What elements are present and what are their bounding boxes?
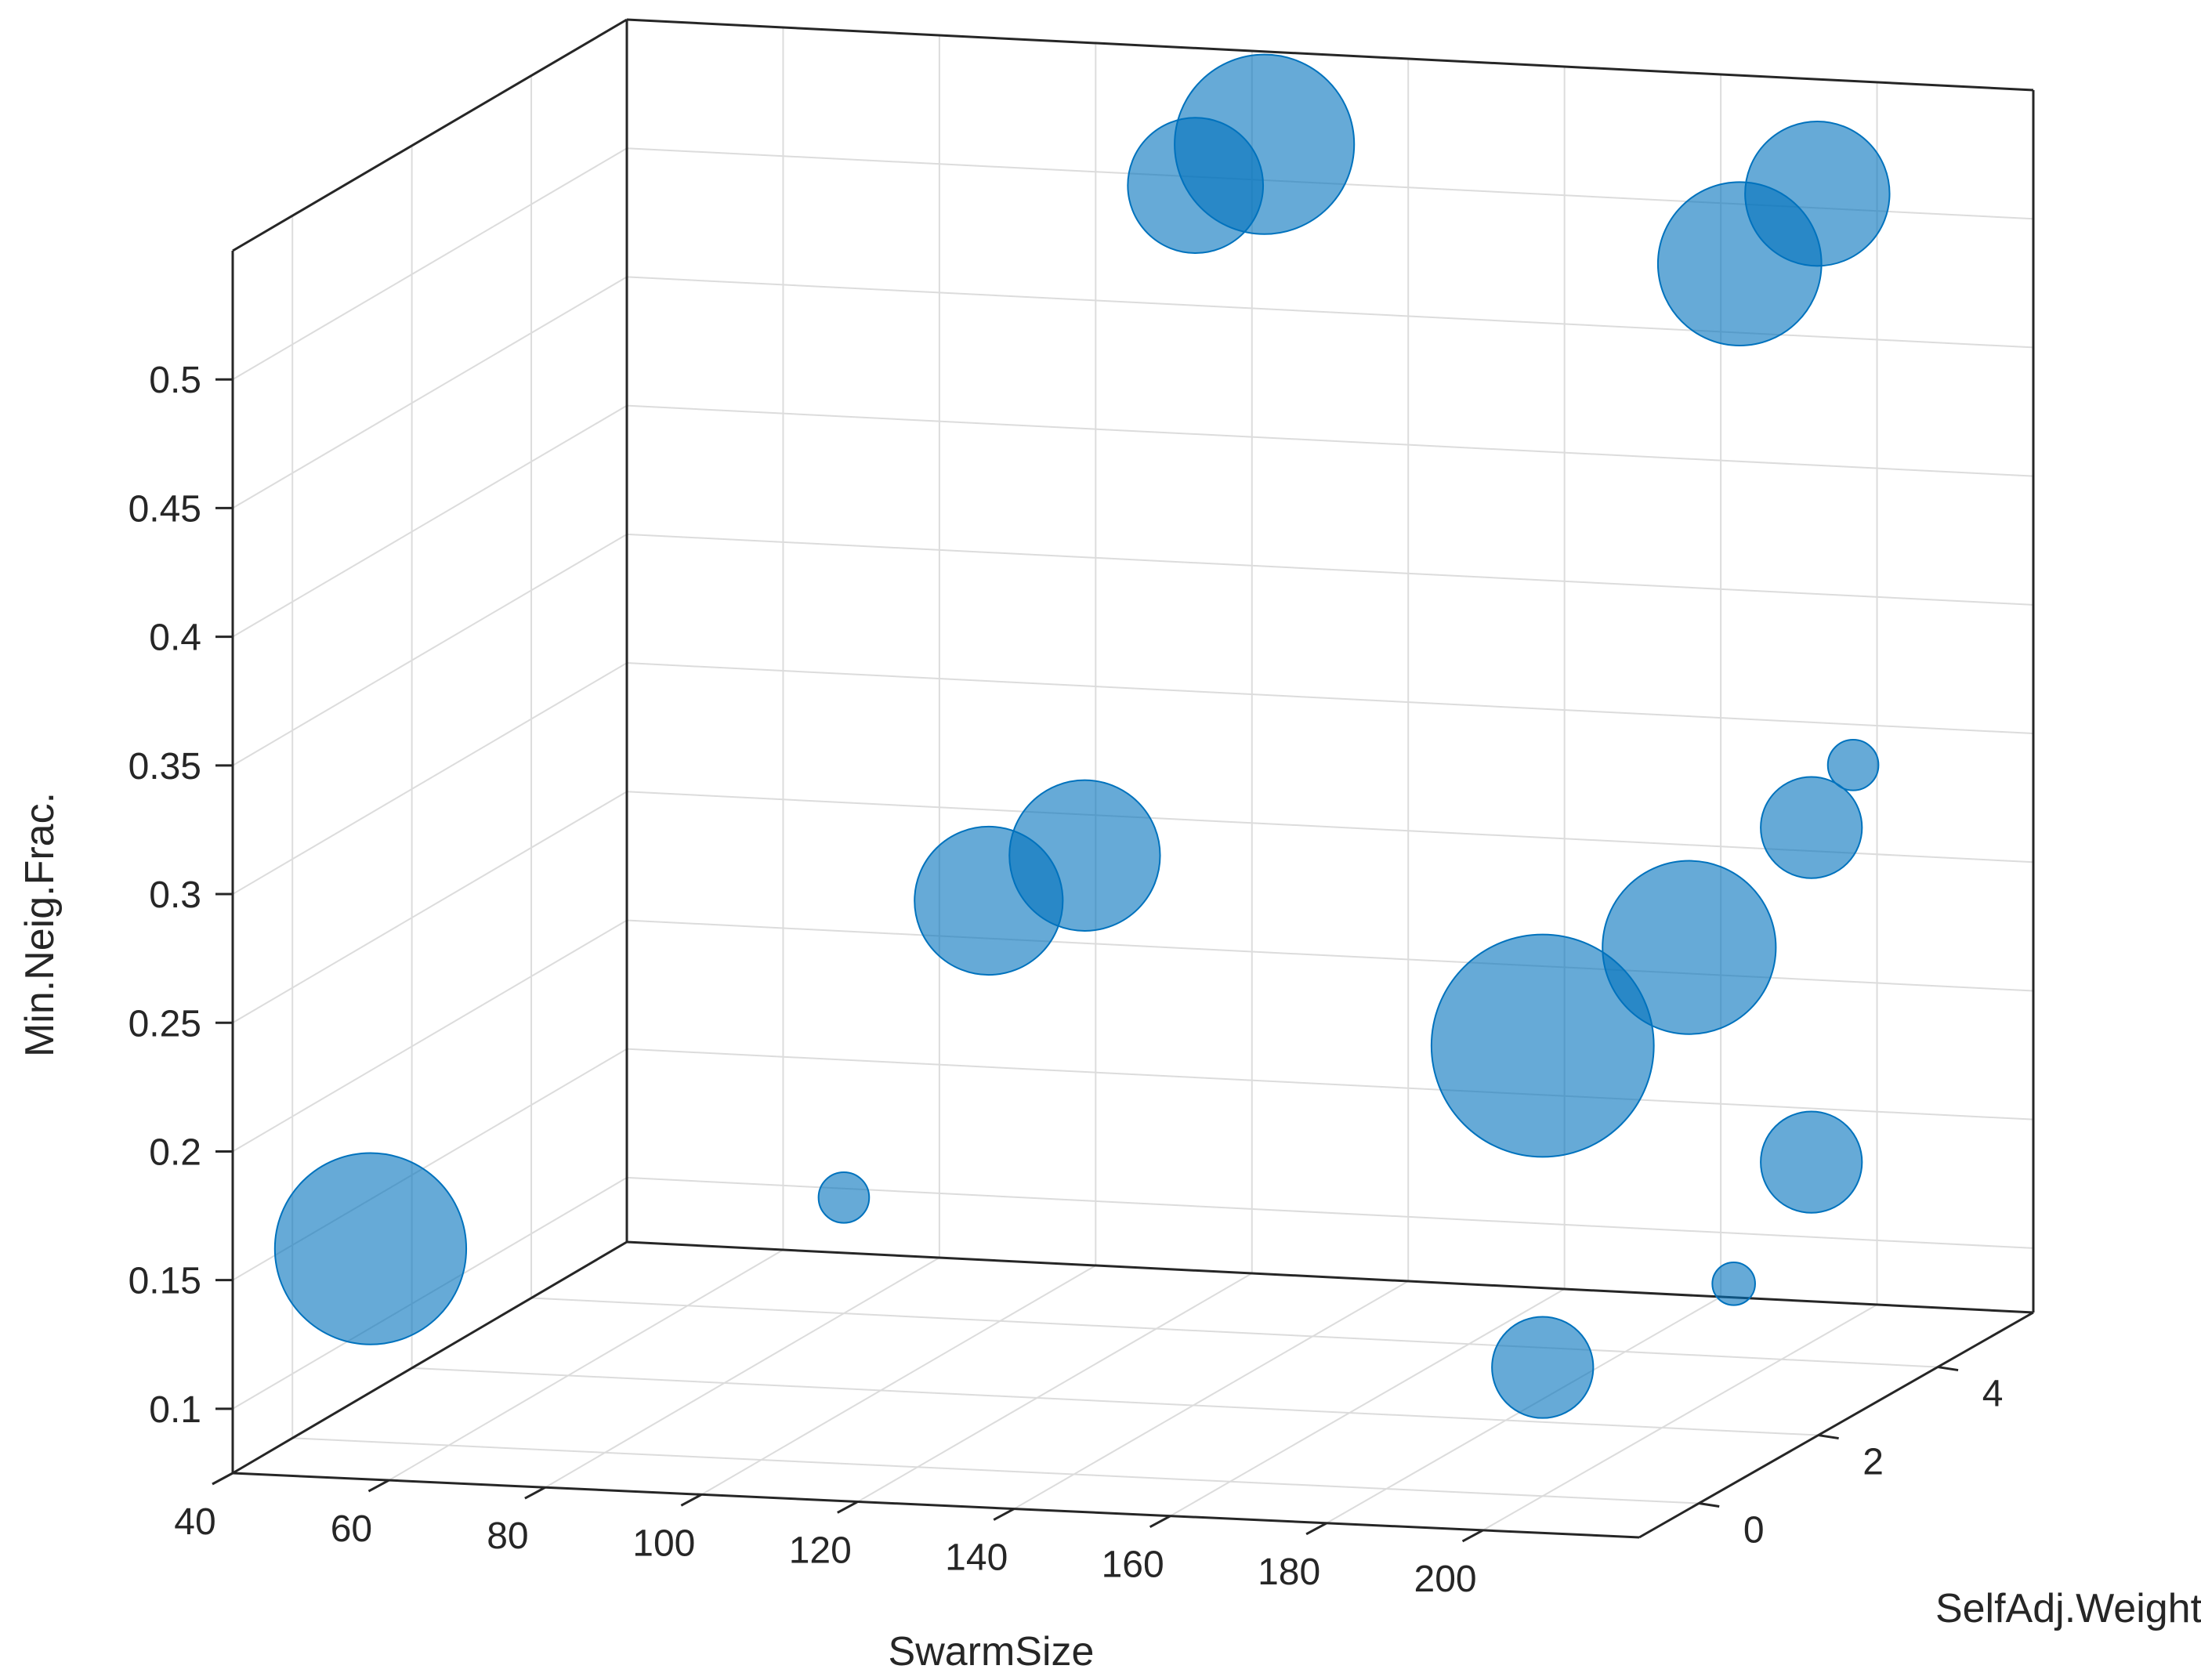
bubble-point bbox=[1656, 181, 1823, 347]
bubble-point bbox=[817, 1171, 871, 1224]
z-axis-label: Min.Neig.Frac. bbox=[17, 792, 63, 1057]
floor-grid-line bbox=[388, 1249, 784, 1481]
y-tick-mark bbox=[1698, 1502, 1720, 1508]
floor-grid-line bbox=[700, 1265, 1096, 1496]
bubble-point bbox=[1760, 776, 1863, 879]
z-tick-label: 0.35 bbox=[129, 746, 201, 788]
z-tick-label: 0.3 bbox=[149, 874, 201, 916]
x-tick-label: 160 bbox=[1102, 1544, 1164, 1586]
x-tick-mark bbox=[1461, 1529, 1484, 1543]
x-tick-mark bbox=[993, 1508, 1015, 1521]
axis-box-edge bbox=[626, 18, 2034, 92]
bubble-point bbox=[1430, 933, 1655, 1158]
x-tick-mark bbox=[837, 1501, 859, 1514]
bubble-point bbox=[1760, 1110, 1863, 1214]
floor-grid-line bbox=[1170, 1288, 1566, 1517]
z-tick-label: 0.1 bbox=[149, 1389, 201, 1431]
back-wall-grid-line bbox=[626, 533, 2034, 606]
x-tick-mark bbox=[680, 1494, 703, 1507]
left-wall-grid-line bbox=[232, 662, 628, 895]
bubble-point bbox=[273, 1152, 468, 1345]
x-tick-mark bbox=[212, 1472, 233, 1486]
tick-marks bbox=[212, 378, 1959, 1543]
axes-box bbox=[231, 18, 2035, 1539]
z-tick-label: 0.5 bbox=[149, 360, 201, 401]
left-wall-grid-line bbox=[232, 276, 628, 509]
y-tick-mark bbox=[1818, 1434, 1839, 1440]
bubble-point bbox=[914, 825, 1064, 976]
bubble-point bbox=[1711, 1262, 1756, 1306]
z-tick-label: 0.15 bbox=[129, 1261, 201, 1302]
axis-box-edge bbox=[232, 18, 628, 252]
z-tick-label: 0.4 bbox=[149, 617, 201, 659]
floor-grid-line bbox=[531, 1297, 1939, 1368]
z-tick-label: 0.25 bbox=[129, 1003, 201, 1045]
x-axis-label: SwarmSize bbox=[889, 1629, 1095, 1675]
left-wall-grid-line bbox=[232, 404, 628, 638]
x-tick-label: 40 bbox=[174, 1501, 215, 1543]
z-tick-label: 0.45 bbox=[129, 488, 201, 530]
x-tick-labels: 40 60 80 100 120 140 160 180 200 bbox=[174, 1501, 1476, 1600]
y-tick-labels: 0 2 4 bbox=[1743, 1374, 2004, 1551]
z-tick-labels: 0.1 0.15 0.2 0.25 0.3 0.35 0.4 0.45 0.5 bbox=[129, 360, 201, 1431]
back-wall-grid-line bbox=[626, 1048, 2034, 1121]
x-tick-mark bbox=[1305, 1522, 1327, 1536]
x-tick-mark bbox=[524, 1486, 546, 1500]
x-tick-label: 120 bbox=[789, 1530, 852, 1571]
left-wall-grid-line bbox=[232, 791, 628, 1024]
axis-box-edge bbox=[626, 1240, 2034, 1314]
x-tick-mark bbox=[1149, 1515, 1171, 1528]
bubble-point bbox=[1127, 117, 1265, 254]
y-axis-label: SelfAdj.Weight bbox=[1935, 1586, 2201, 1631]
y-tick-label: 2 bbox=[1863, 1442, 1884, 1483]
bubble-point bbox=[1491, 1316, 1595, 1419]
x-tick-label: 80 bbox=[487, 1515, 528, 1557]
y-tick-mark bbox=[1937, 1366, 1959, 1372]
left-wall-grid-line bbox=[232, 919, 628, 1153]
y-tick-label: 0 bbox=[1743, 1510, 1765, 1551]
left-wall-grid-line bbox=[232, 147, 628, 381]
floor-grid-line bbox=[411, 1367, 1819, 1436]
x-tick-label: 60 bbox=[331, 1508, 372, 1550]
left-wall-grid-line bbox=[232, 533, 628, 766]
bubble-point bbox=[1826, 739, 1880, 791]
bubble-markers bbox=[273, 53, 1891, 1419]
floor-grid-line bbox=[857, 1273, 1253, 1503]
axis-box-edge bbox=[232, 1240, 628, 1475]
floor-grid-line bbox=[1482, 1304, 1878, 1531]
back-wall-grid-line bbox=[626, 404, 2034, 477]
floor-grid-line bbox=[292, 1437, 1700, 1504]
back-wall-grid-line bbox=[626, 919, 2034, 992]
axis-box-edge bbox=[232, 1472, 1640, 1539]
axis-box-edge bbox=[1638, 1311, 2034, 1539]
floor-grid-line bbox=[1013, 1280, 1409, 1510]
back-wall-grid-line bbox=[626, 662, 2034, 735]
x-tick-label: 100 bbox=[632, 1522, 695, 1564]
x-tick-label: 140 bbox=[945, 1537, 1008, 1579]
y-tick-label: 4 bbox=[1982, 1374, 2004, 1415]
x-tick-label: 200 bbox=[1414, 1559, 1477, 1600]
back-wall-grid-line bbox=[626, 276, 2034, 349]
floor-grid-line bbox=[545, 1257, 940, 1489]
x-tick-mark bbox=[367, 1479, 390, 1493]
x-tick-label: 180 bbox=[1258, 1551, 1320, 1593]
z-tick-label: 0.2 bbox=[149, 1131, 201, 1173]
bubble-point bbox=[1602, 860, 1777, 1035]
